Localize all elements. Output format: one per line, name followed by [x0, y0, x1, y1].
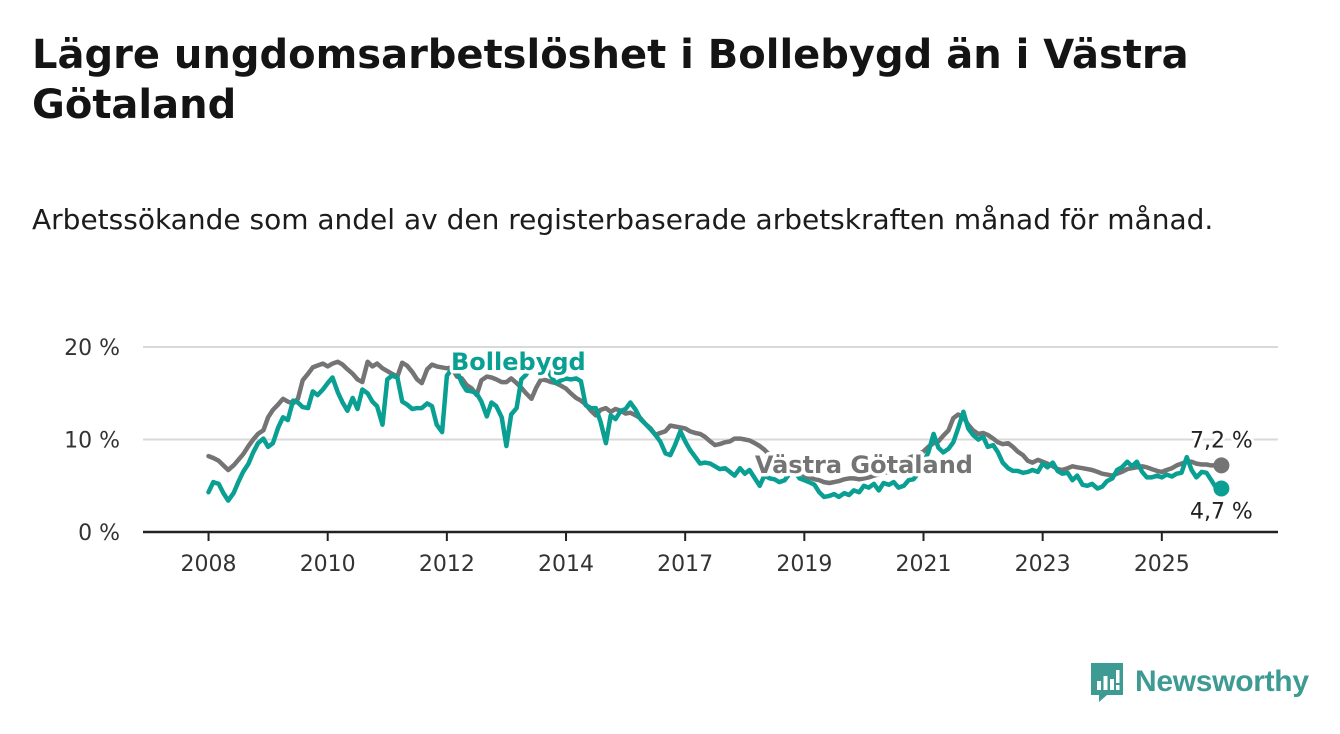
- y-tick-label: 20 %: [64, 336, 120, 361]
- x-tick-label: 2025: [1134, 552, 1190, 577]
- brand: Newsworthy: [1089, 660, 1309, 704]
- series-line-bollebygd: [206, 361, 1224, 503]
- x-tick-label: 2014: [538, 552, 594, 577]
- chart-subtitle: Arbetssökande som andel av den registerb…: [32, 203, 1214, 236]
- series-label-vastra-gotaland: Västra Götaland: [755, 451, 973, 479]
- x-tick-label: 2017: [657, 552, 713, 577]
- end-value-bollebygd-halo: 4,7 %: [1190, 500, 1253, 525]
- x-tick-label: 2023: [1015, 552, 1071, 577]
- bar-chart-logo-icon: [1091, 663, 1123, 702]
- chart-title: Lägre ungdomsarbetslöshet i Bollebygd än…: [32, 32, 1189, 128]
- end-value-vastra-gotaland: 7,2 %: [1190, 428, 1253, 453]
- x-tick-label: 2021: [895, 552, 951, 577]
- series-lines: [206, 359, 1230, 503]
- brand-name: Newsworthy: [1135, 665, 1309, 698]
- y-tick-label: 10 %: [64, 429, 120, 454]
- end-value-bollebygd: 4,7 %: [1190, 500, 1253, 525]
- end-dot-vastra-gotaland: [1213, 457, 1230, 474]
- series-label-bollebygd: Bollebygd: [451, 348, 586, 376]
- x-tick-label: 2019: [776, 552, 832, 577]
- y-tick-label: 0 %: [78, 521, 120, 546]
- series-label-vastra-gotaland-halo: Västra Götaland: [755, 451, 973, 479]
- x-tick-label: 2012: [419, 552, 475, 577]
- x-tick-label: 2010: [300, 552, 356, 577]
- x-tick-label: 2008: [181, 552, 237, 577]
- axes: 0 % 10 % 20 % 2008 2010 2012 2014 2017 2019 2021 2…: [64, 336, 1278, 577]
- series-label-bollebygd-halo: Bollebygd: [451, 348, 586, 376]
- end-value-vastra-gotaland-halo: 7,2 %: [1190, 428, 1253, 453]
- end-dot-bollebygd: [1213, 480, 1230, 497]
